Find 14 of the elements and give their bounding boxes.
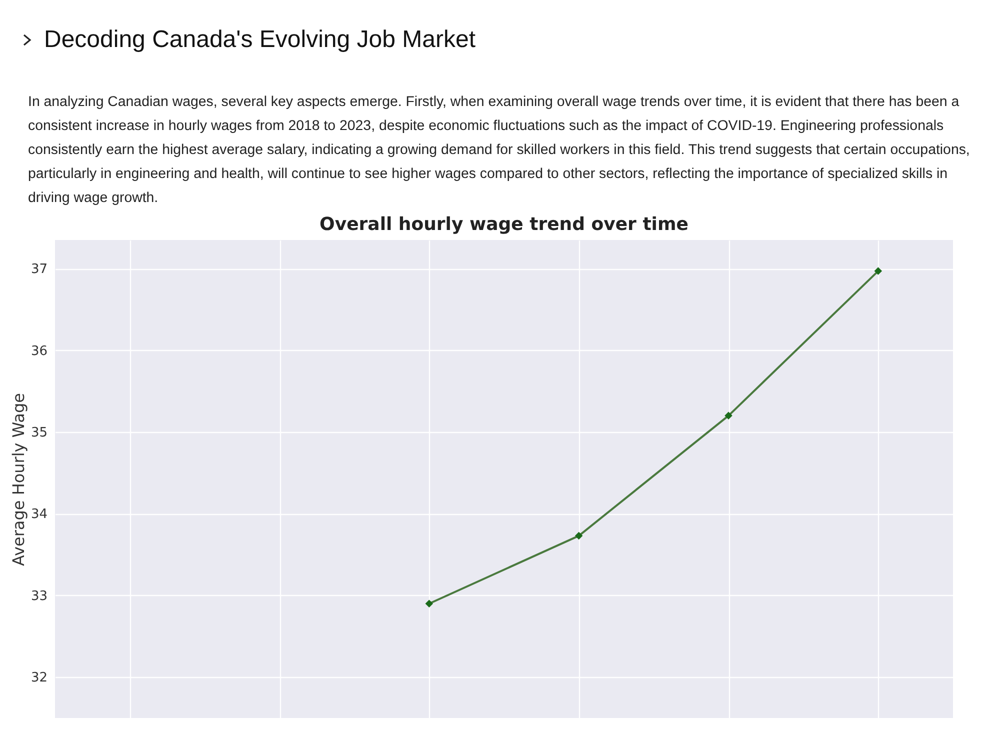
y-tick-label: 32 — [30, 670, 48, 686]
y-tick-label: 37 — [30, 262, 48, 278]
y-tick-label: 36 — [30, 344, 48, 359]
y-tick-label: 35 — [30, 426, 48, 441]
chart-title: Overall hourly wage trend over time — [320, 214, 688, 235]
y-axis-title: Average Hourly Wage — [8, 393, 28, 566]
point — [574, 532, 583, 540]
point — [724, 412, 732, 420]
point — [425, 600, 434, 608]
y-tick-label: 34 — [30, 507, 48, 522]
text: Decoding Canada's Evolving Job Market — [44, 26, 476, 54]
y-tick-label: 33 — [30, 588, 48, 604]
text: In analyzing Canadian wages, several key aspects emerge. Firstly, when examining overall wage trends over time, it is evident that there has been a consistent increase in hourly wages from 2018 to 2023, despite economic fluctuations such as the impact of COVID-19. Engineering professionals consistently earn the highest average salary, indicating a growing demand for skilled workers in this field. This trend suggests that certain occupations, particularly in engineering and health, will continue to see higher wages compared to other sectors, reflecting the importance of specialized skills in driving wage growth. — [28, 93, 971, 208]
point — [874, 267, 882, 275]
